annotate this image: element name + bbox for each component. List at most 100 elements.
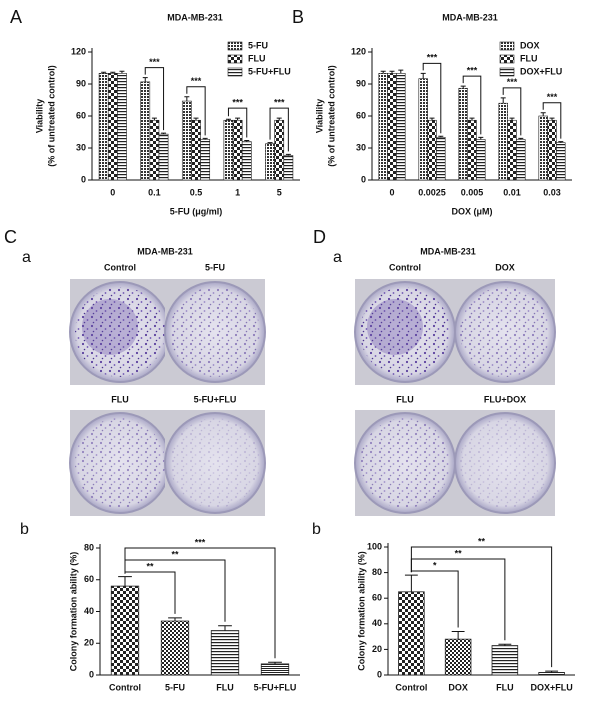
panel-letter: A xyxy=(10,7,22,27)
significance-label: * xyxy=(433,560,437,570)
bar xyxy=(223,119,234,181)
x-tick-label: Control xyxy=(109,682,141,692)
error-bar xyxy=(276,117,282,121)
y-tick-label: 120 xyxy=(71,46,86,56)
y-tick-label: 30 xyxy=(356,142,366,152)
bar xyxy=(476,139,486,181)
photo-label: FLU+DOX xyxy=(484,394,526,404)
error-bar xyxy=(558,141,564,143)
legend-swatch xyxy=(227,54,243,64)
error-bar xyxy=(244,140,250,142)
error-bar xyxy=(202,137,208,140)
y-tick-label: 120 xyxy=(351,46,366,56)
x-tick-label: 5-FU+FLU xyxy=(254,682,297,692)
y-tick-label: 90 xyxy=(76,78,86,88)
bar xyxy=(160,620,190,676)
significance-bracket xyxy=(410,546,553,668)
photo-label: FLU xyxy=(111,394,129,404)
legend-swatch xyxy=(499,67,515,77)
significance-bracket xyxy=(144,67,165,131)
bar xyxy=(274,119,285,181)
error-bar xyxy=(451,630,465,640)
y-tick-label: 0 xyxy=(377,669,382,679)
significance-label: *** xyxy=(232,98,243,108)
error-bar xyxy=(161,132,167,135)
panel-letter: b xyxy=(20,521,29,538)
x-tick-label: FLU xyxy=(496,682,514,692)
x-tick-label: 0 xyxy=(389,187,394,197)
significance-bracket xyxy=(502,87,522,136)
y-axis-label: Viability xyxy=(34,99,44,133)
bar xyxy=(140,81,151,181)
significance-label: *** xyxy=(195,537,206,547)
bar xyxy=(158,133,169,181)
colonies xyxy=(460,287,550,377)
bar xyxy=(418,78,428,181)
colonies xyxy=(170,287,260,377)
bar xyxy=(265,143,275,181)
panel-letter: C xyxy=(4,227,17,247)
error-bar xyxy=(225,118,231,121)
colonies xyxy=(75,418,165,508)
significance-bracket xyxy=(542,102,562,139)
bar xyxy=(467,119,477,181)
bar xyxy=(427,119,437,181)
significance-bracket xyxy=(462,75,482,135)
bar xyxy=(241,141,252,181)
colonies xyxy=(360,418,450,508)
error-bar xyxy=(509,117,515,121)
bar xyxy=(516,139,526,181)
error-bar xyxy=(142,77,148,82)
significance-bracket xyxy=(227,107,248,138)
significance-label: ** xyxy=(171,549,179,559)
error-bar xyxy=(549,117,555,121)
error-bar xyxy=(469,117,475,121)
y-tick-label: 20 xyxy=(84,638,94,648)
y-tick-label: 40 xyxy=(84,606,94,616)
error-bar xyxy=(438,135,444,138)
x-tick-label: 5-FU xyxy=(165,682,185,692)
error-bar xyxy=(151,117,157,121)
bar xyxy=(396,73,406,181)
bar xyxy=(444,638,472,676)
error-bar xyxy=(193,117,199,121)
significance-label: *** xyxy=(507,77,518,87)
x-tick-label: 5 xyxy=(277,187,282,197)
colonies xyxy=(360,287,450,377)
bar xyxy=(507,119,517,181)
x-tick-label: 0.01 xyxy=(503,187,521,197)
error-bar xyxy=(500,97,506,104)
bar xyxy=(387,73,397,181)
error-bar xyxy=(389,70,395,74)
error-bar xyxy=(540,112,546,116)
bar xyxy=(556,142,566,181)
bar xyxy=(491,645,519,676)
x-tick-label: Control xyxy=(395,682,427,692)
legend-swatch xyxy=(499,41,515,51)
colonies xyxy=(170,418,260,508)
x-tick-label: 0.5 xyxy=(190,187,203,197)
x-tick-label: FLU xyxy=(216,682,234,692)
significance-label: *** xyxy=(467,66,478,76)
error-bar xyxy=(380,70,386,74)
significance-bracket xyxy=(124,547,276,659)
y-axis-label: Viability xyxy=(314,99,324,133)
legend-label: FLU xyxy=(520,53,538,63)
error-bar xyxy=(118,576,132,587)
significance-label: ** xyxy=(146,561,154,571)
error-bar xyxy=(267,142,273,144)
y-axis-sublabel: (% of untreated control) xyxy=(326,65,336,167)
significance-bracket xyxy=(186,86,206,136)
y-tick-label: 0 xyxy=(81,174,86,184)
legend-label: 5-FU xyxy=(248,40,268,50)
photo-label: 5-FU xyxy=(205,262,225,272)
photo-title: MDA-MB-231 xyxy=(137,246,193,256)
error-bar xyxy=(498,643,512,646)
legend-label: FLU xyxy=(248,53,266,63)
x-tick-label: 0 xyxy=(110,187,115,197)
photo-title: MDA-MB-231 xyxy=(420,246,476,256)
chart-title: MDA-MB-231 xyxy=(442,12,498,22)
y-tick-label: 80 xyxy=(372,567,382,577)
y-tick-label: 100 xyxy=(367,541,382,551)
